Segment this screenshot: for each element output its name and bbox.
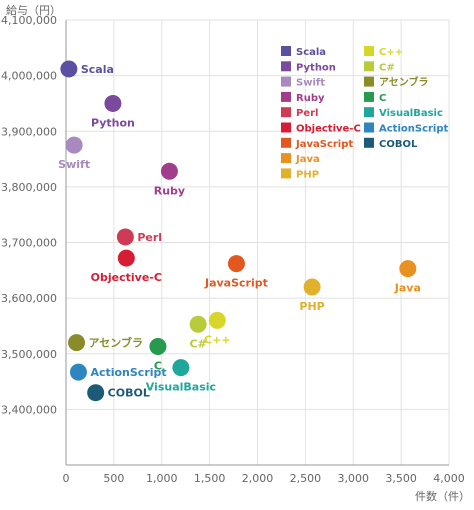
- legend-swatch: [364, 91, 374, 102]
- legend-label: VisualBasic: [379, 108, 443, 119]
- data-label: Swift: [58, 158, 90, 171]
- legend-label: PHP: [296, 169, 319, 180]
- data-label: COBOL: [108, 387, 150, 400]
- legend-swatch: [281, 153, 291, 164]
- y-tick-label: 3,400,000: [1, 403, 57, 416]
- y-axis-title: 給与（円）: [6, 3, 61, 17]
- legend: Scala Python Swift Ruby Perl Objective-C JavaS…: [281, 46, 449, 180]
- legend-swatch: [281, 137, 291, 148]
- x-tick-label: 3,500: [385, 472, 417, 485]
- x-axis-title: 件数（件）: [415, 490, 470, 503]
- y-tick-label: 3,900,000: [1, 125, 57, 138]
- data-point: [303, 278, 321, 296]
- data-point: [227, 255, 245, 273]
- legend-swatch: [364, 46, 374, 56]
- x-tick-label: 2,500: [290, 472, 322, 485]
- legend-label: C: [379, 93, 386, 104]
- data-label: Scala: [81, 63, 114, 76]
- x-tick-label: 4,000: [433, 472, 465, 485]
- legend-label: Ruby: [296, 93, 325, 104]
- y-tick-label: 3,600,000: [1, 292, 57, 305]
- legend-swatch: [281, 91, 291, 102]
- data-label: Objective-C: [91, 271, 162, 284]
- y-tick-label: 4,100,000: [1, 14, 57, 27]
- data-point: [116, 228, 134, 246]
- legend-swatch: [281, 76, 291, 87]
- y-tick-label: 3,800,000: [1, 181, 57, 194]
- data-label: C++: [204, 333, 231, 346]
- data-point: [60, 60, 78, 78]
- legend-swatch: [364, 122, 374, 133]
- x-tick-label: 0: [63, 472, 70, 485]
- legend-swatch: [364, 76, 374, 87]
- data-point: [117, 249, 135, 267]
- data-point: [68, 334, 86, 352]
- data-label: C#: [189, 337, 206, 350]
- data-point: [65, 136, 83, 154]
- data-label: ActionScript: [90, 366, 166, 379]
- legend-label: JavaScript: [295, 139, 353, 150]
- legend-swatch: [364, 107, 374, 118]
- data-point: [172, 359, 190, 377]
- legend-swatch: [281, 107, 291, 118]
- legend-label: Swift: [296, 78, 325, 89]
- legend-label: Perl: [296, 108, 318, 119]
- x-tick-label: 2,000: [242, 472, 274, 485]
- legend-label: C++: [379, 47, 403, 58]
- legend-label: COBOL: [379, 139, 418, 150]
- data-point: [189, 315, 207, 333]
- data-point: [104, 94, 122, 112]
- y-tick-label: 4,000,000: [1, 70, 57, 83]
- legend-label: Scala: [296, 47, 326, 58]
- x-tick-label: 1,000: [146, 472, 178, 485]
- data-label: Perl: [137, 231, 162, 244]
- legend-label: Objective-C: [296, 124, 361, 135]
- data-label: Java: [394, 282, 421, 295]
- data-label: VisualBasic: [146, 381, 216, 394]
- legend-swatch: [364, 137, 374, 148]
- legend-swatch: [364, 61, 374, 72]
- legend-swatch: [281, 122, 291, 133]
- x-tick-label: 3,000: [338, 472, 370, 485]
- data-label: Python: [91, 116, 135, 129]
- legend-label: C#: [379, 62, 395, 73]
- legend-label: Python: [296, 62, 336, 73]
- y-tick-label: 3,700,000: [1, 237, 57, 250]
- data-point: [399, 260, 417, 278]
- legend-swatch: [281, 168, 291, 179]
- legend-label: Java: [295, 154, 320, 165]
- data-point: [208, 311, 226, 329]
- data-point: [149, 338, 167, 356]
- legend-label: アセンブラ: [379, 76, 429, 89]
- legend-swatch: [281, 46, 291, 56]
- legend-label: ActionScript: [379, 124, 449, 135]
- x-tick-label: 1,500: [194, 472, 226, 485]
- axes: 0 500 1,000 1,500 2,000 2,500 3,000 3,500 4,000 3…: [1, 14, 465, 485]
- data-point: [69, 363, 87, 381]
- data-label: JavaScript: [204, 277, 268, 290]
- x-tick-label: 500: [103, 472, 124, 485]
- data-label: C: [154, 360, 162, 373]
- legend-swatch: [281, 61, 291, 72]
- data-label: アセンブラ: [89, 336, 143, 350]
- data-point: [87, 384, 105, 402]
- data-point: [160, 162, 178, 180]
- data-label: PHP: [299, 300, 324, 313]
- y-tick-label: 3,500,000: [1, 348, 57, 361]
- data-label: Ruby: [154, 184, 185, 197]
